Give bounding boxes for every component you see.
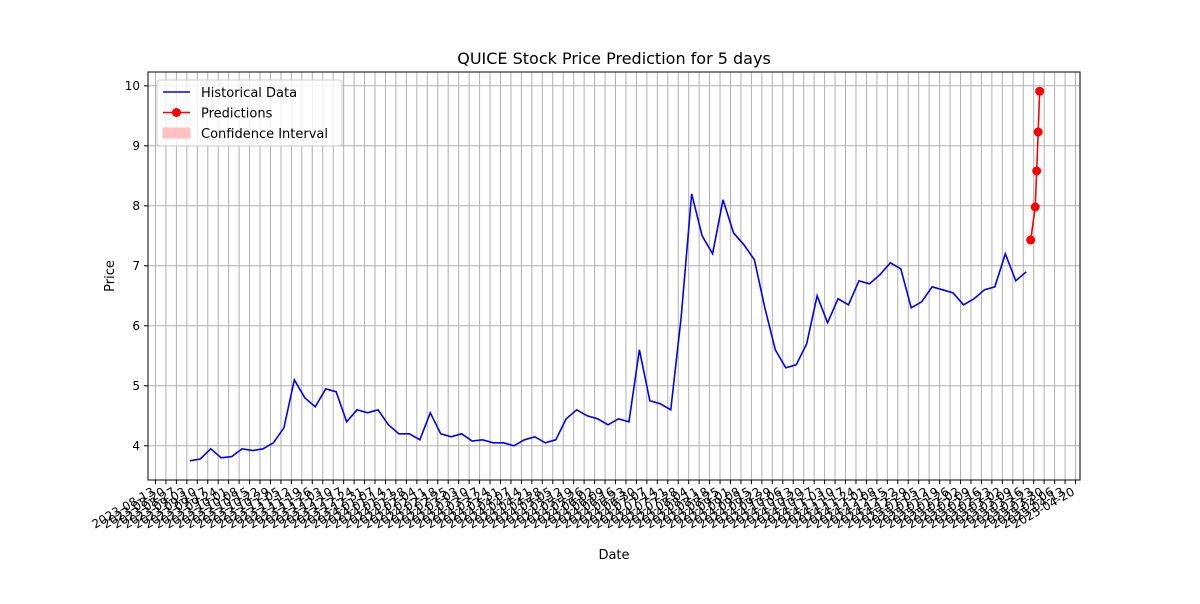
y-tick-label: 8: [132, 199, 140, 213]
y-tick-label: 6: [132, 319, 140, 333]
y-tick-label: 7: [132, 259, 140, 273]
prediction-point: [1035, 86, 1045, 96]
y-axis-label: Price: [103, 260, 118, 292]
y-tick-label: 5: [132, 379, 140, 393]
legend-label: Historical Data: [201, 86, 297, 101]
prediction-point: [1026, 235, 1036, 245]
legend-box: [156, 79, 343, 147]
chart-title: QUICE Stock Price Prediction for 5 days: [457, 49, 771, 68]
series-line: [189, 193, 1027, 462]
prediction-point: [1032, 166, 1042, 176]
y-tick-label: 10: [125, 79, 140, 93]
y-tick-label: 4: [132, 439, 140, 453]
y-tick-label: 9: [132, 139, 140, 153]
legend-swatch: [162, 127, 191, 139]
prediction-point: [1033, 127, 1043, 137]
legend-label: Predictions: [201, 107, 273, 122]
x-axis-label: Date: [598, 548, 629, 563]
plot-frame: [147, 71, 1081, 481]
legend-label: Confidence Interval: [201, 127, 328, 142]
legend-marker: [172, 108, 181, 117]
prediction-point: [1030, 202, 1040, 212]
